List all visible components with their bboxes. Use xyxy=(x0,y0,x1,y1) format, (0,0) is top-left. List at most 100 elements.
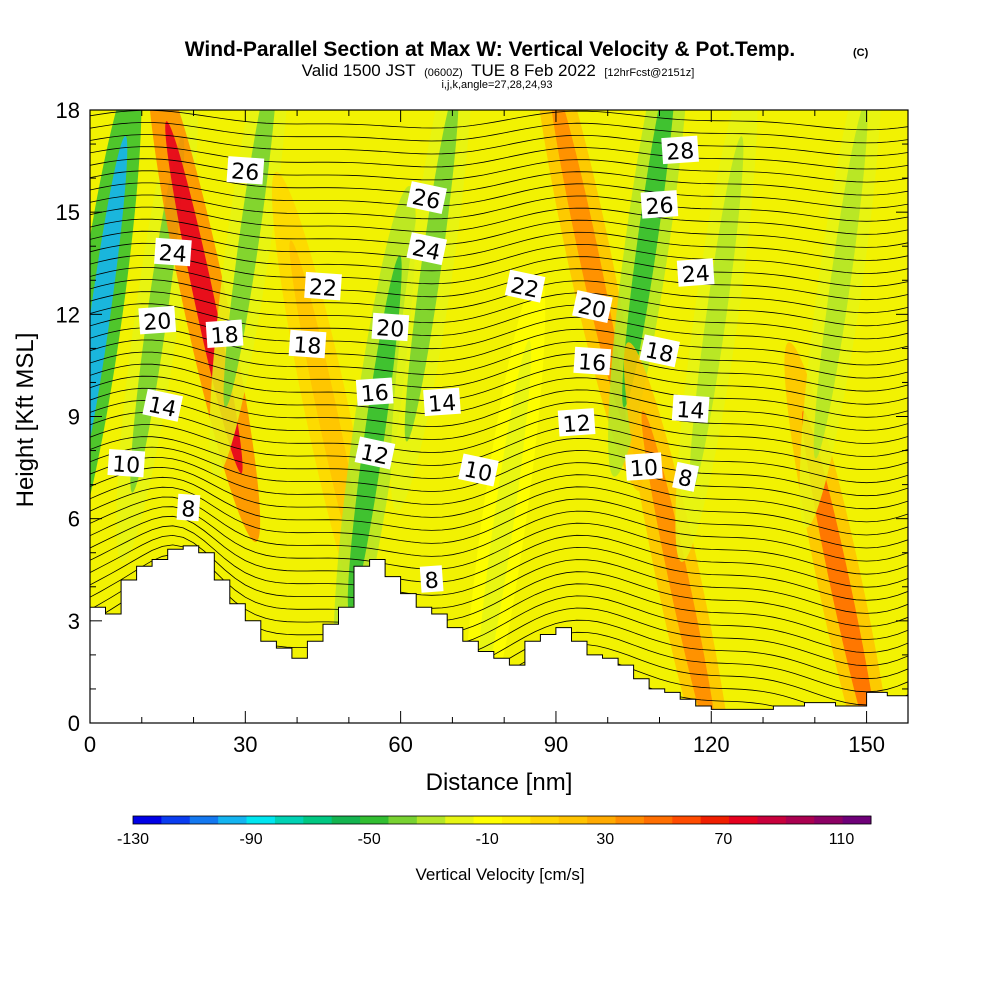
theta-label-text: 10 xyxy=(111,452,141,479)
x-tick-label: 120 xyxy=(693,732,730,757)
theta-label-text: 26 xyxy=(230,159,260,186)
theta-label: 16 xyxy=(355,377,394,408)
colorbar xyxy=(132,815,872,825)
subtitle-prefix: Valid 1500 JST xyxy=(302,61,416,80)
theta-label-text: 20 xyxy=(143,309,173,336)
plot-area: 28 26 26 26 24 24 24 22 22 20 20 20 18 18 18 16 16 14 14 14… xyxy=(90,110,908,723)
colorbar-tick-labels: -130 -90 -50 -10 30 70 110 xyxy=(117,831,854,848)
theta-label-text: 20 xyxy=(375,316,405,343)
isentrope-line xyxy=(90,506,908,575)
theta-label: 12 xyxy=(354,436,396,471)
theta-label: 26 xyxy=(226,156,265,186)
colorbar-tick-label: -90 xyxy=(240,831,263,848)
isentrope-line xyxy=(90,351,908,392)
x-tick-label: 30 xyxy=(233,732,257,757)
isentrope-line xyxy=(90,182,908,209)
theta-label-text: 18 xyxy=(643,338,676,368)
colorbar-swatch xyxy=(615,816,645,824)
colorbar-swatch xyxy=(700,816,730,824)
isentrope-line xyxy=(90,170,908,196)
theta-label-text: 16 xyxy=(577,350,607,377)
contour-labels: 28 26 26 26 24 24 24 22 22 20 20 20 18 18 18 16 16 14 14 14… xyxy=(107,135,715,595)
subtitle-utc: (0600Z) xyxy=(424,67,463,79)
isentrope-line xyxy=(90,496,908,562)
colorbar-swatch xyxy=(530,816,560,824)
theta-label-text: 8 xyxy=(424,569,440,595)
colorbar-swatch xyxy=(814,816,844,824)
theta-label-text: 22 xyxy=(508,273,541,303)
y-tick-label: 9 xyxy=(68,405,80,430)
colorbar-swatch xyxy=(473,816,503,824)
isentrope-line xyxy=(90,134,908,157)
isentrope-line xyxy=(90,534,908,614)
isentrope-line xyxy=(90,387,908,431)
theta-label: 18 xyxy=(288,329,327,360)
y-tick-label: 3 xyxy=(68,609,80,634)
velocity-feature xyxy=(390,110,473,511)
x-tick-label: 150 xyxy=(848,732,885,757)
isentrope-line xyxy=(90,122,908,144)
colorbar-swatch xyxy=(785,816,815,824)
colorbar-swatch xyxy=(558,816,588,824)
x-tick-label: 60 xyxy=(388,732,412,757)
isentrope-line xyxy=(90,412,908,457)
colorbar-swatch xyxy=(729,816,758,824)
theta-label: 14 xyxy=(423,387,461,418)
colorbar-swatch xyxy=(643,816,673,824)
isentrope-line xyxy=(90,218,908,248)
isentrope-line xyxy=(90,476,908,536)
chart-subtitle-extra: i,j,k,angle=27,28,24,93 xyxy=(441,79,552,91)
isentrope-line xyxy=(90,424,908,471)
colorbar-swatch xyxy=(388,816,418,824)
subtitle-date: TUE 8 Feb 2022 xyxy=(471,61,596,80)
theta-label-text: 10 xyxy=(629,456,659,483)
theta-label-text: 8 xyxy=(676,466,695,493)
isentrope-line xyxy=(90,525,908,601)
vertical-velocity-field xyxy=(90,110,897,723)
velocity-feature xyxy=(799,110,882,528)
theta-label: 22 xyxy=(504,269,546,304)
theta-label: 22 xyxy=(304,271,342,302)
isentrope-line xyxy=(90,158,908,183)
theta-label: 20 xyxy=(371,312,410,343)
isentrope-line xyxy=(90,456,908,510)
chart-title-mark: (C) xyxy=(853,47,869,59)
theta-label: 24 xyxy=(676,258,715,288)
colorbar-swatch xyxy=(672,816,702,824)
colorbar-tick-label: 30 xyxy=(596,831,614,848)
x-axis-label: Distance [nm] xyxy=(426,769,573,796)
theta-label-text: 8 xyxy=(180,497,196,523)
y-tick-label: 6 xyxy=(68,507,80,532)
colorbar-title: Vertical Velocity [cm/s] xyxy=(415,865,584,884)
isentrope-line xyxy=(90,486,908,549)
velocity-feature xyxy=(209,110,292,477)
y-tick-label: 12 xyxy=(56,302,80,327)
theta-label: 8 xyxy=(419,565,444,595)
colorbar-swatch xyxy=(757,816,787,824)
isentrope-line xyxy=(90,267,908,301)
y-tick-label: 18 xyxy=(56,98,80,123)
y-axis-label: Height [Kft MSL] xyxy=(12,333,39,508)
theta-label: 24 xyxy=(406,232,448,266)
isentrope-line xyxy=(90,363,908,405)
colorbar-swatch xyxy=(161,816,191,824)
colorbar-swatch xyxy=(416,816,446,824)
colorbar-swatch xyxy=(331,816,361,824)
theta-label: 20 xyxy=(572,290,613,324)
theta-label-text: 14 xyxy=(146,393,179,423)
theta-label-text: 18 xyxy=(210,323,240,350)
isentrope-line xyxy=(90,194,908,222)
theta-label: 16 xyxy=(573,346,612,377)
chart-subtitle: Valid 1500 JST (0600Z) TUE 8 Feb 2022 [1… xyxy=(302,61,695,80)
theta-label-text: 26 xyxy=(410,185,443,215)
terrain xyxy=(90,545,908,723)
theta-label: 26 xyxy=(406,181,448,215)
colorbar-swatch xyxy=(274,816,304,824)
x-axis: 0 30 60 90 120 150 xyxy=(84,110,885,757)
y-tick-label: 0 xyxy=(68,711,80,736)
theta-label-text: 28 xyxy=(665,139,695,166)
theta-label-text: 26 xyxy=(645,193,675,220)
theta-label-text: 10 xyxy=(462,457,495,487)
colorbar-tick-label: -10 xyxy=(476,831,499,848)
colorbar-swatch xyxy=(133,816,162,824)
